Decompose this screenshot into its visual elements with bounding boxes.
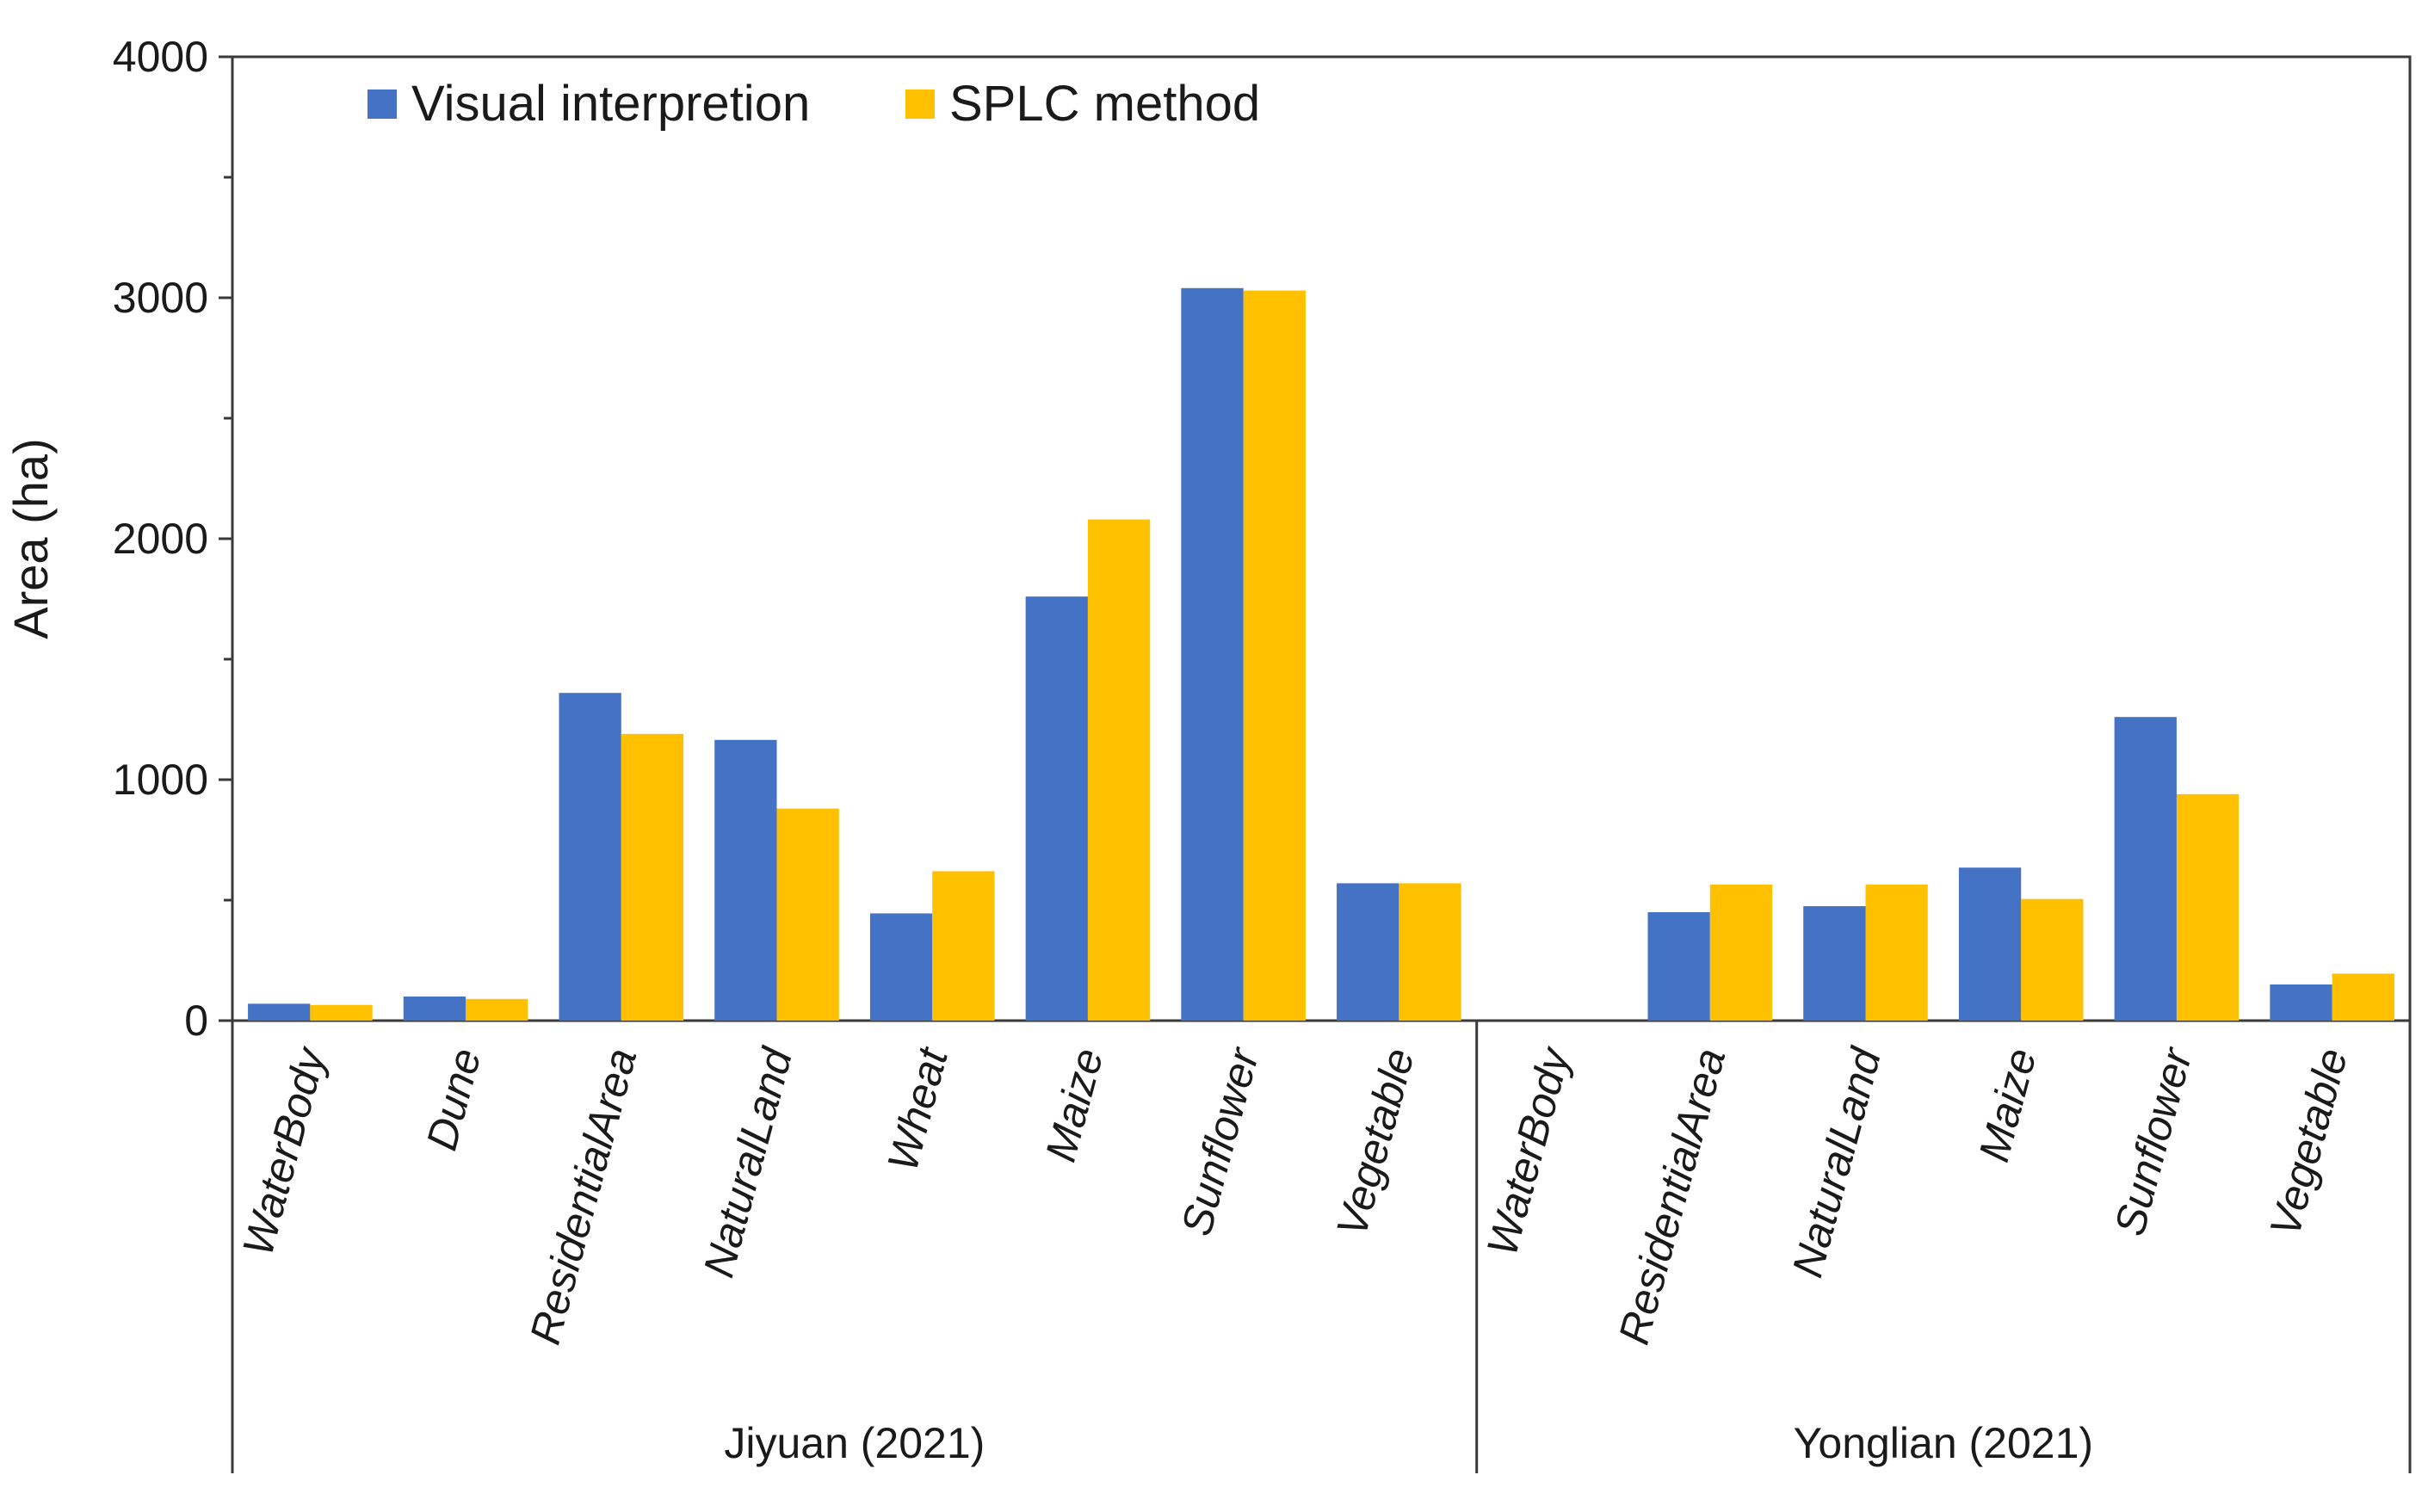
bar-splc-residentialarea bbox=[621, 733, 684, 1021]
bar-visual-sunflower bbox=[2114, 717, 2177, 1021]
bar-visual-dune bbox=[403, 997, 466, 1021]
legend-label-visual: Visual interpretion bbox=[411, 76, 810, 132]
category-label: Maize bbox=[1969, 1043, 2046, 1166]
y-tick-label: 4000 bbox=[113, 33, 208, 81]
bar-visual-residentialarea bbox=[559, 693, 621, 1021]
bar-visual-residentialarea bbox=[1647, 912, 1710, 1021]
bar-visual-naturalland bbox=[1803, 906, 1866, 1021]
y-tick-label: 1000 bbox=[113, 756, 208, 804]
category-label: Wheat bbox=[878, 1041, 957, 1176]
group-label: Jiyuan (2021) bbox=[724, 1419, 985, 1467]
category-label: WaterBody bbox=[233, 1040, 336, 1260]
bar-visual-naturalland bbox=[714, 739, 777, 1021]
bar-splc-maize bbox=[2021, 898, 2084, 1021]
legend-swatch-visual bbox=[368, 89, 397, 119]
bar-splc-naturalland bbox=[1865, 884, 1928, 1021]
bar-splc-wheat bbox=[932, 871, 995, 1021]
bar-visual-sunflower bbox=[1181, 287, 1244, 1021]
bar-visual-vegetable bbox=[1337, 883, 1399, 1021]
category-label: ResidentialArea bbox=[1609, 1043, 1734, 1348]
bar-visual-vegetable bbox=[2270, 984, 2332, 1021]
y-axis-title: Area (ha) bbox=[3, 438, 58, 639]
legend: Visual interpretion SPLC method bbox=[368, 76, 1260, 132]
bar-splc-vegetable bbox=[1399, 883, 1461, 1021]
bar-splc-waterbody bbox=[310, 1004, 373, 1021]
legend-label-splc: SPLC method bbox=[949, 76, 1260, 132]
category-label: WaterBody bbox=[1478, 1040, 1580, 1260]
category-label: ResidentialArea bbox=[521, 1043, 646, 1348]
category-label: NaturalLand bbox=[1783, 1041, 1891, 1282]
bar-visual-maize bbox=[1025, 596, 1088, 1021]
bar-splc-sunflower bbox=[2176, 793, 2240, 1021]
bar-visual-maize bbox=[1958, 867, 2022, 1021]
bar-visual-wheat bbox=[869, 913, 933, 1021]
category-label: Sunflower bbox=[2105, 1041, 2202, 1241]
bar-visual-waterbody bbox=[248, 1003, 311, 1021]
y-tick-label: 3000 bbox=[113, 274, 208, 322]
bar-splc-dune bbox=[466, 998, 528, 1021]
category-label: Vegetable bbox=[2260, 1043, 2357, 1241]
bar-splc-sunflower bbox=[1243, 290, 1306, 1021]
y-tick-label: 2000 bbox=[113, 515, 208, 563]
legend-swatch-splc bbox=[905, 89, 935, 119]
bar-splc-naturalland bbox=[776, 808, 839, 1021]
bar-splc-residentialarea bbox=[1709, 884, 1773, 1021]
category-label: Sunflower bbox=[1172, 1041, 1269, 1241]
category-label: Vegetable bbox=[1327, 1043, 1424, 1241]
bar-splc-maize bbox=[1087, 519, 1151, 1021]
category-label: NaturalLand bbox=[695, 1041, 802, 1282]
axes bbox=[219, 55, 2412, 1473]
category-label: Maize bbox=[1036, 1043, 1113, 1166]
category-label: Dune bbox=[417, 1043, 491, 1155]
group-label: Yonglian (2021) bbox=[1794, 1419, 2093, 1467]
labels: 0 1000 2000 3000 4000 Area (ha) WaterBody Dune R… bbox=[3, 33, 2357, 1467]
bar-splc-vegetable bbox=[2332, 973, 2394, 1021]
bars bbox=[248, 287, 2394, 1021]
y-tick-label: 0 bbox=[184, 997, 208, 1045]
